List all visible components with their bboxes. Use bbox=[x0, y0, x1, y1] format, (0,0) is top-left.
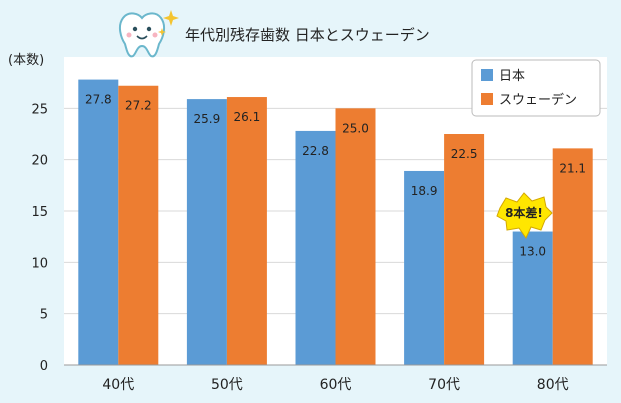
sparkle-icon bbox=[158, 10, 179, 36]
y-tick-label: 5 bbox=[40, 308, 48, 323]
y-tick-label: 15 bbox=[31, 205, 48, 220]
callout-burst bbox=[496, 192, 553, 240]
tooth-mascot-icon bbox=[118, 12, 166, 58]
bar-japan bbox=[78, 79, 119, 365]
axes: 0 5 10 15 20 25 40代 50代 60代 70代 80代 bbox=[31, 102, 607, 393]
data-label: 21.1 bbox=[559, 161, 586, 175]
y-tick-label: 0 bbox=[40, 359, 48, 374]
bar-japan bbox=[295, 130, 336, 365]
data-label: 13.0 bbox=[519, 245, 546, 259]
x-tick-label: 60代 bbox=[320, 377, 352, 393]
bar-sweden bbox=[552, 148, 593, 365]
y-tick-label: 20 bbox=[31, 154, 48, 169]
callout-text: 8本差! bbox=[505, 205, 543, 220]
legend-swatch-sweden bbox=[481, 93, 493, 105]
data-label: 25.9 bbox=[194, 112, 221, 126]
legend: 日本 スウェーデン bbox=[471, 59, 601, 117]
data-labels: 27.8 27.2 25.9 26.1 22.8 25.0 18.9 22.5 13.0 21.1 bbox=[85, 93, 586, 259]
chart-title: 年代別残存歯数 日本とスウェーデン bbox=[185, 26, 430, 44]
difference-callout: 8本差! bbox=[496, 192, 553, 240]
bars bbox=[78, 79, 593, 366]
x-tick-label: 50代 bbox=[211, 377, 243, 393]
bar-japan bbox=[186, 99, 227, 366]
y-tick-label: 25 bbox=[31, 102, 48, 117]
legend-box bbox=[471, 59, 601, 117]
data-label: 22.8 bbox=[302, 144, 329, 158]
bar-sweden bbox=[335, 108, 376, 365]
data-label: 18.9 bbox=[411, 184, 438, 198]
data-label: 22.5 bbox=[451, 147, 478, 161]
data-label: 25.0 bbox=[342, 121, 369, 135]
x-tick-label: 70代 bbox=[428, 377, 460, 393]
data-label: 27.2 bbox=[125, 99, 152, 113]
y-axis-label: (本数) bbox=[8, 53, 44, 68]
bar-sweden bbox=[118, 85, 159, 365]
data-label: 26.1 bbox=[234, 110, 261, 124]
bar-japan bbox=[512, 231, 553, 365]
bar-sweden bbox=[444, 134, 485, 365]
x-tick-label: 40代 bbox=[102, 377, 134, 393]
x-tick-label: 80代 bbox=[537, 377, 569, 393]
bar-japan bbox=[404, 170, 445, 365]
data-label: 27.8 bbox=[85, 93, 112, 107]
legend-swatch-japan bbox=[481, 69, 493, 81]
legend-label-japan: 日本 bbox=[499, 69, 525, 84]
legend-label-sweden: スウェーデン bbox=[499, 92, 577, 108]
y-tick-label: 10 bbox=[31, 256, 48, 271]
bar-sweden bbox=[226, 97, 267, 365]
